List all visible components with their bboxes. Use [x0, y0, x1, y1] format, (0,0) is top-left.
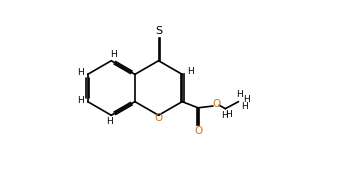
Text: O: O	[154, 113, 163, 123]
Text: H: H	[243, 95, 249, 104]
Text: O: O	[194, 126, 202, 136]
Text: H: H	[225, 110, 232, 119]
Text: O: O	[212, 99, 220, 109]
Text: H: H	[106, 117, 113, 127]
Text: S: S	[155, 26, 162, 36]
Text: H: H	[77, 96, 84, 105]
Text: H: H	[110, 49, 117, 59]
Text: H: H	[77, 68, 84, 77]
Text: H: H	[236, 90, 243, 99]
Text: H: H	[187, 67, 194, 76]
Text: H: H	[221, 111, 228, 120]
Text: H: H	[241, 102, 248, 111]
